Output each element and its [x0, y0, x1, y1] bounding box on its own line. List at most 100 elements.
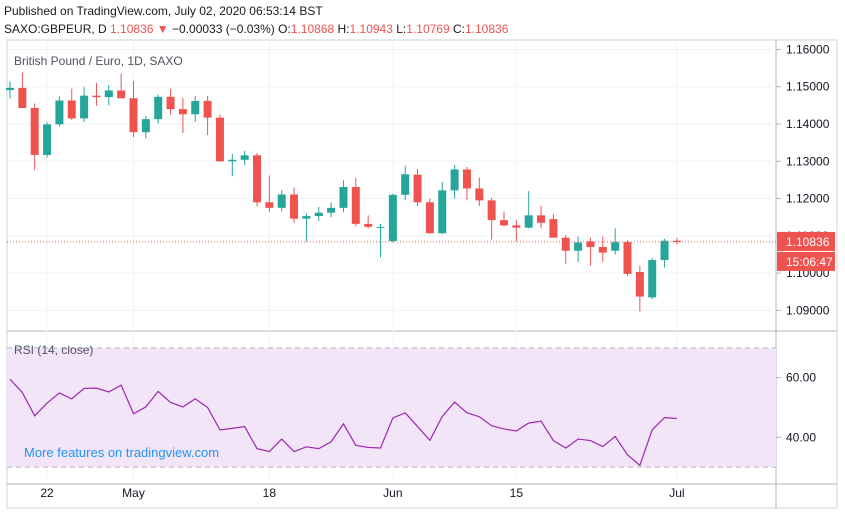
- time-tick-label: Jul: [669, 486, 684, 500]
- candle-body: [339, 186, 348, 208]
- candle-body: [500, 220, 508, 226]
- low-label: L:: [396, 22, 407, 36]
- candle-body: [240, 155, 249, 160]
- price-grid: [7, 42, 776, 482]
- price-axis[interactable]: 1.090001.100001.110001.120001.130001.140…: [776, 42, 830, 317]
- time-tick-label: Jun: [383, 486, 402, 500]
- candle-body: [277, 194, 286, 208]
- countdown-badge: [777, 251, 835, 271]
- candle-body: [376, 226, 385, 228]
- chart-frame: [6, 39, 838, 509]
- rsi-band-fill: [7, 347, 776, 468]
- rsi-pane: [7, 347, 776, 468]
- change-arrow-icon: ▼: [156, 22, 169, 36]
- candle-body: [648, 260, 657, 298]
- candle-body: [475, 188, 484, 201]
- time-tick-label: 18: [263, 486, 277, 500]
- candle-body: [6, 87, 14, 91]
- time-tick-label: May: [122, 486, 145, 500]
- price-tick-label: 1.16000: [786, 42, 830, 56]
- candle-body: [611, 242, 620, 251]
- candle-body: [561, 237, 570, 251]
- candle-body: [215, 117, 224, 162]
- last-price-badge-label: 1.10836: [786, 235, 830, 249]
- candle-body: [265, 202, 274, 208]
- ohlc-legend: SAXO:GBPEUR, D 1.10836 ▼ −0.00033 (−0.03…: [4, 22, 508, 36]
- price-tick-label: 1.09000: [786, 303, 830, 317]
- candle-body: [598, 247, 607, 253]
- price-tick-label: 1.13000: [786, 154, 830, 168]
- candle-body: [364, 223, 373, 227]
- candle-body: [512, 225, 521, 228]
- candle-body: [672, 240, 681, 242]
- candle-body: [117, 90, 126, 99]
- price-tick-label: 1.14000: [786, 117, 830, 131]
- close-value: 1.10836: [465, 22, 509, 36]
- change-value: −0.00033 (−0.03%): [172, 22, 275, 36]
- time-tick-label: 22: [40, 486, 54, 500]
- candle-body: [104, 90, 113, 98]
- rsi-tick-label: 60.00: [786, 371, 816, 385]
- candle-body: [623, 242, 632, 274]
- chart-title: British Pound / Euro, 1D, SAXO: [14, 54, 183, 68]
- candle-body: [302, 216, 311, 219]
- price-tick-label: 1.15000: [786, 80, 830, 94]
- low-value: 1.10769: [406, 22, 450, 36]
- candle-body: [141, 119, 150, 133]
- candle-body: [351, 186, 360, 224]
- candle-body: [537, 215, 546, 223]
- candle-body: [228, 159, 237, 162]
- countdown-label: 15:06:47: [786, 255, 833, 269]
- last-price-badge: [777, 231, 835, 251]
- open-label: O:: [278, 22, 291, 36]
- candle-body: [55, 100, 64, 125]
- candle-body: [290, 194, 299, 219]
- candle-body: [401, 174, 410, 195]
- candle-body: [574, 242, 583, 251]
- price-tick-label: 1.12000: [786, 192, 830, 206]
- last-price-value: 1.10836: [110, 22, 154, 36]
- candle-body: [178, 109, 187, 115]
- candlestick-series: [6, 72, 681, 312]
- time-tick-label: 15: [510, 486, 524, 500]
- candle-body: [80, 95, 89, 119]
- candle-body: [586, 241, 595, 247]
- symbol-label: SAXO:GBPEUR, D: [4, 22, 107, 36]
- candle-body: [524, 215, 533, 228]
- watermark-link[interactable]: More features on tradingview.com: [24, 445, 219, 460]
- candle-body: [388, 194, 397, 242]
- rsi-tick-label: 40.00: [786, 430, 816, 444]
- candle-body: [450, 169, 459, 191]
- candle-body: [413, 174, 422, 203]
- rsi-line: [9, 378, 677, 467]
- candle-body: [30, 107, 39, 155]
- candle-body: [253, 155, 261, 203]
- candle-body: [92, 95, 101, 98]
- candle-body: [635, 271, 644, 297]
- candle-body: [549, 219, 558, 238]
- high-value: 1.10943: [349, 22, 393, 36]
- rsi-title: RSI (14, close): [14, 343, 93, 357]
- close-label: C:: [453, 22, 465, 36]
- candle-body: [166, 96, 175, 110]
- candle-body: [438, 190, 447, 234]
- candle-body: [154, 96, 163, 120]
- published-info: Published on TradingView.com, July 02, 2…: [4, 4, 323, 18]
- candle-body: [425, 202, 434, 234]
- candle-body: [67, 100, 76, 119]
- candle-body: [129, 98, 138, 133]
- candle-body: [191, 100, 200, 115]
- candle-body: [203, 100, 212, 118]
- candle-body: [43, 124, 52, 155]
- candle-body: [18, 87, 27, 108]
- candle-body: [462, 169, 471, 189]
- last-price-line: 1.10836 15:06:47: [7, 231, 835, 271]
- high-label: H:: [337, 22, 350, 36]
- candle-body: [487, 200, 496, 221]
- rsi-axis[interactable]: 40.00 60.00: [776, 371, 816, 445]
- candle-body: [327, 207, 336, 213]
- open-value: 1.10868: [290, 22, 335, 36]
- time-axis[interactable]: 22 May 18 Jun 15 Jul: [40, 486, 684, 500]
- candle-body: [314, 212, 323, 217]
